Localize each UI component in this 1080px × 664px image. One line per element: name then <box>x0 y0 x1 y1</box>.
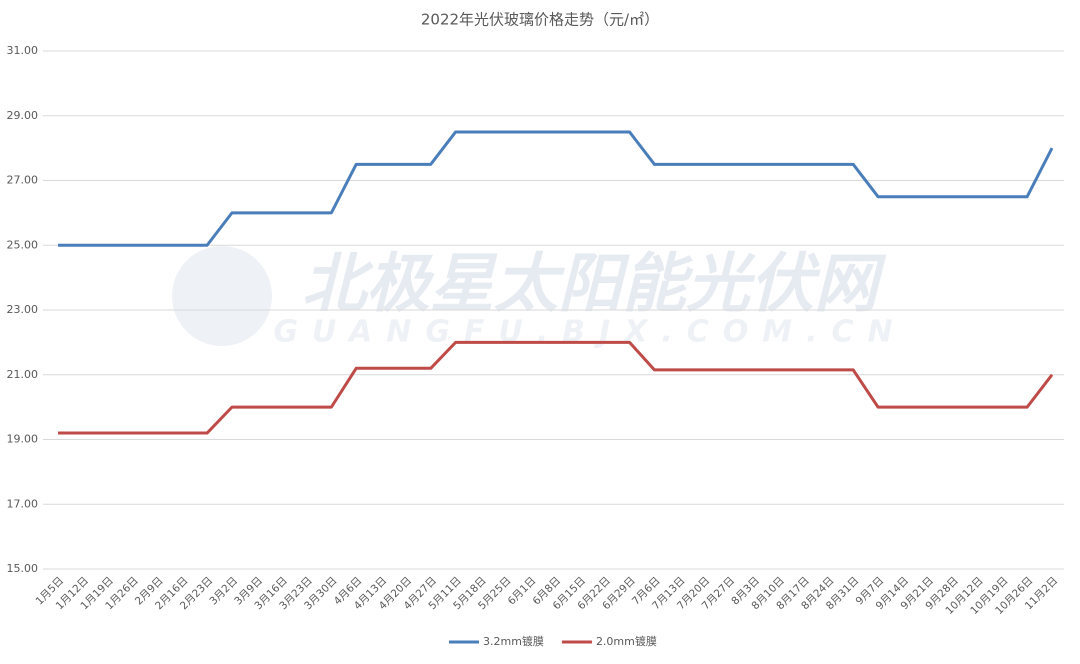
watermark-sub: GUANGFU.BJX.COM.CN <box>273 315 906 350</box>
y-tick-label: 27.00 <box>7 174 39 187</box>
y-tick-label: 23.00 <box>7 303 39 316</box>
watermark-logo <box>172 246 272 346</box>
y-tick-label: 19.00 <box>7 433 39 446</box>
legend-label: 3.2mm镀膜 <box>483 634 544 648</box>
line <box>58 130 1054 247</box>
y-tick-label: 21.00 <box>7 368 39 381</box>
y-tick-label: 29.00 <box>7 109 39 122</box>
y-tick-label: 17.00 <box>7 497 39 510</box>
legend-label: 2.0mm镀膜 <box>596 634 657 648</box>
y-tick-label: 25.00 <box>7 238 39 251</box>
watermark: 北极星太阳能光伏网 <box>302 248 887 322</box>
line <box>58 340 1054 435</box>
y-tick-label: 15.00 <box>7 562 39 575</box>
y-tick-label: 31.00 <box>7 44 39 57</box>
chart-title: 2022年光伏玻璃价格走势（元/㎡） <box>421 11 659 29</box>
